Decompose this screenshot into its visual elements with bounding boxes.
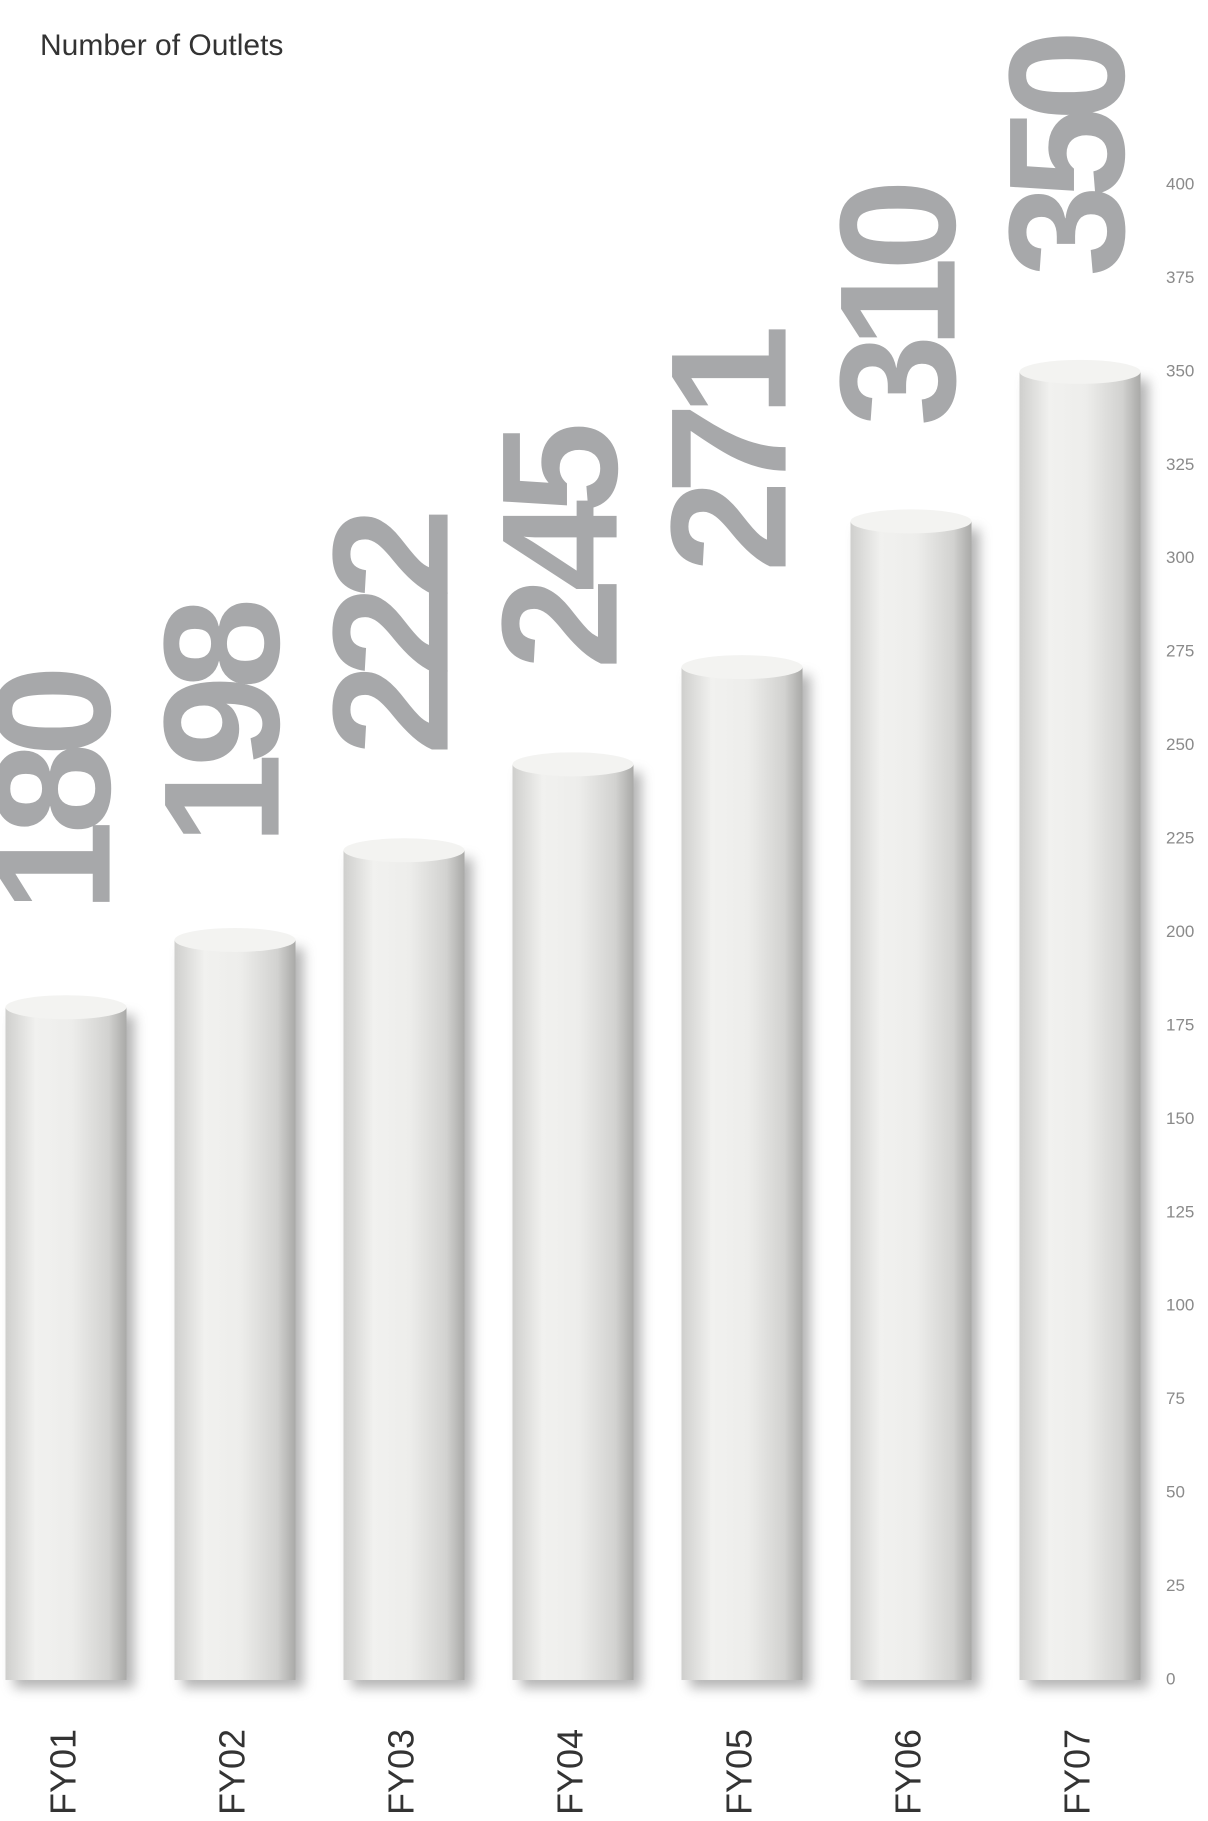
y-tick-label: 50 [1166, 1483, 1185, 1502]
value-label: 310 [806, 186, 990, 427]
value-label: 245 [468, 426, 652, 670]
bar-cap [681, 655, 803, 680]
y-tick-label: 175 [1166, 1015, 1194, 1034]
bar [512, 764, 634, 1680]
chart-title: Number of Outlets [40, 29, 283, 62]
bar-cap [174, 927, 296, 952]
value-label: 350 [975, 36, 1159, 277]
y-tick-label: 200 [1166, 922, 1194, 941]
bar [343, 850, 465, 1680]
y-tick-label: 225 [1166, 829, 1194, 848]
y-tick-label: 400 [1166, 174, 1194, 193]
bar-cap [5, 995, 127, 1020]
x-tick-label: FY01 [43, 1729, 84, 1815]
y-tick-label: 150 [1166, 1109, 1194, 1128]
bar-cap [1019, 359, 1141, 384]
x-tick-label: FY02 [212, 1729, 253, 1815]
value-label: 198 [130, 602, 314, 845]
x-tick-label: FY05 [719, 1729, 760, 1815]
value-label: 180 [0, 672, 145, 913]
value-label: 271 [637, 329, 821, 573]
y-tick-label: 100 [1166, 1296, 1194, 1315]
y-tick-label: 300 [1166, 548, 1194, 567]
bar [5, 1007, 127, 1680]
x-tick-label: FY03 [381, 1729, 422, 1815]
bar [681, 667, 803, 1680]
bar [850, 521, 972, 1680]
bar [174, 939, 296, 1680]
bar [1019, 371, 1141, 1680]
y-tick-label: 75 [1166, 1389, 1185, 1408]
y-tick-label: 275 [1166, 642, 1194, 661]
y-tick-label: 325 [1166, 455, 1194, 474]
x-tick-label: FY04 [550, 1729, 591, 1815]
y-tick-label: 250 [1166, 735, 1194, 754]
y-tick-label: 350 [1166, 361, 1194, 380]
bar-cap [512, 752, 634, 777]
bar-cap [343, 838, 465, 863]
value-label: 222 [299, 514, 483, 756]
y-tick-label: 125 [1166, 1202, 1194, 1221]
x-tick-label: FY07 [1057, 1729, 1098, 1815]
bar-cap [850, 509, 972, 534]
y-tick-label: 25 [1166, 1576, 1185, 1595]
x-tick-label: FY06 [888, 1729, 929, 1815]
y-tick-label: 0 [1166, 1669, 1175, 1688]
y-tick-label: 375 [1166, 268, 1194, 287]
